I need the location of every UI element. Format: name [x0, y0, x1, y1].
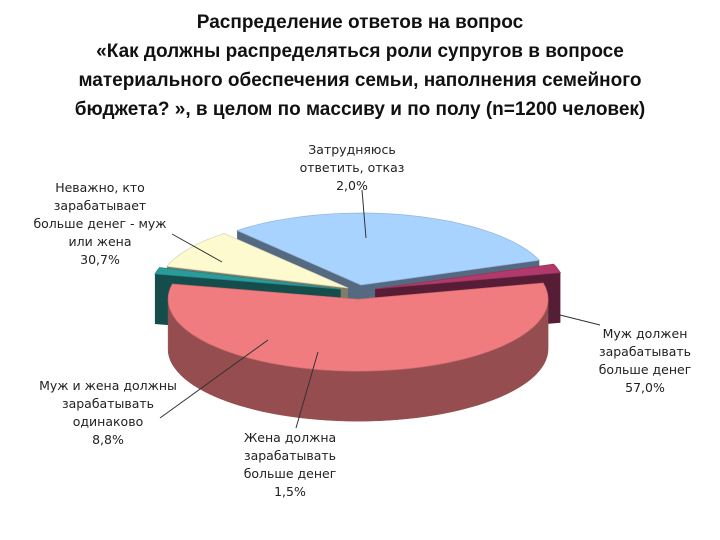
- slice-label: Затрудняюсь ответить, отказ 2,0%: [300, 142, 405, 193]
- leader-line: [171, 233, 223, 263]
- slice-label: Неважно, кто зарабатывает больше денег - м…: [33, 180, 166, 267]
- title-line: «Как должны распределяться роли супругов…: [96, 41, 624, 62]
- pie-slice: [167, 282, 549, 422]
- slice-label: Муж должен зарабатывать больше денег 57,0%: [599, 326, 692, 395]
- title-line: Распределение ответов на вопрос: [196, 12, 524, 33]
- leader-line: [295, 351, 319, 429]
- title-line: бюджета? », в целом по массиву и по полу…: [74, 99, 646, 120]
- leader-line: [159, 339, 269, 419]
- slice-label: Муж и жена должны зарабатывать одинаково 8,…: [39, 378, 177, 447]
- chart-title: Распределение ответов на вопрос «Как дол…: [20, 8, 700, 124]
- title-line: материального обеспечения семьи, наполне…: [78, 70, 642, 91]
- leader-line: [361, 189, 367, 239]
- slice-label: Жена должна зарабатывать больше денег 1,5%: [244, 430, 337, 499]
- leader-line: [547, 311, 601, 326]
